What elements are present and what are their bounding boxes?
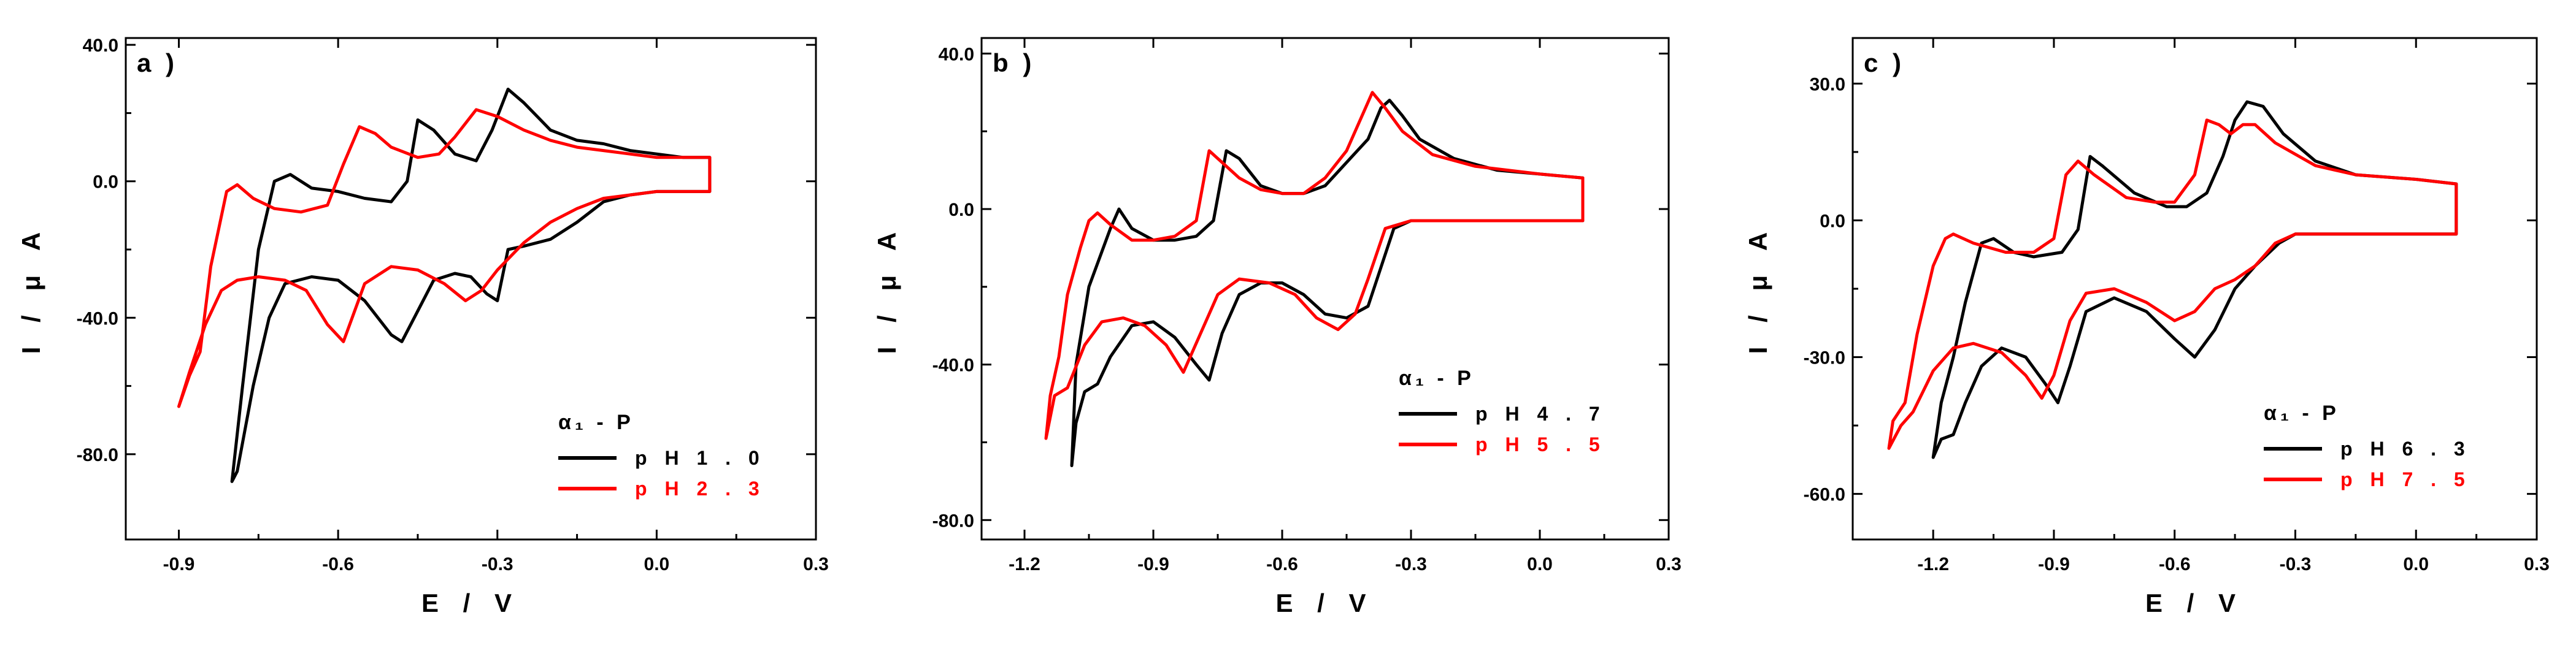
x-tick-label: -1.2	[1009, 554, 1040, 574]
panel-label: a )	[137, 48, 178, 77]
x-axis-label: E / V	[1275, 589, 1374, 617]
y-tick-label: 40.0	[83, 36, 118, 56]
series-line-1	[230, 88, 712, 483]
legend-label-2: p H 2 . 3	[635, 478, 766, 500]
y-tick-label: 0.0	[1820, 211, 1845, 231]
x-tick-label: 0.0	[1527, 554, 1553, 574]
x-tick-label: -0.3	[1395, 554, 1427, 574]
legend-title: α₁ - P	[558, 411, 634, 434]
panel-label: c )	[1864, 48, 1905, 77]
plot-frame	[980, 37, 1670, 541]
y-tick-label: -40.0	[932, 356, 974, 376]
x-tick-label: 0.0	[2403, 554, 2429, 574]
series-line-1	[1931, 100, 2458, 459]
y-tick-label: -40.0	[77, 308, 118, 329]
x-tick-label: 0.0	[644, 554, 670, 574]
plot-frame	[1851, 37, 2538, 541]
legend-title: α₁ - P	[2264, 402, 2340, 425]
x-tick-label: 0.3	[1656, 554, 1682, 574]
y-tick-label: -30.0	[1804, 348, 1845, 368]
legend-label-1: p H 6 . 3	[2340, 438, 2471, 460]
series-line-2	[177, 108, 712, 408]
y-tick-label: 30.0	[1810, 74, 1845, 94]
x-tick-label: 0.3	[2524, 554, 2550, 574]
x-axis-label: E / V	[2145, 589, 2244, 617]
legend-title: α₁ - P	[1399, 367, 1475, 390]
y-axis-label: I / μ A	[17, 224, 45, 354]
y-tick-label: -80.0	[932, 511, 974, 531]
series-line-2	[1044, 91, 1585, 440]
x-tick-label: -1.2	[1917, 554, 1949, 574]
y-tick-label: -80.0	[77, 445, 118, 465]
x-axis-label: E / V	[421, 589, 520, 617]
legend-label-2: p H 5 . 5	[1475, 433, 1606, 456]
panel-label: b )	[993, 48, 1035, 77]
legend-label-2: p H 7 . 5	[2340, 468, 2471, 490]
y-axis-label: I / μ A	[872, 224, 901, 354]
y-tick-label: -60.0	[1804, 485, 1845, 505]
plot-frame	[125, 37, 817, 541]
legend-label-1: p H 1 . 0	[635, 447, 766, 469]
x-tick-label: 0.3	[803, 554, 829, 574]
y-tick-label: 40.0	[939, 44, 974, 64]
series-line-2	[1887, 118, 2458, 450]
y-tick-label: 0.0	[93, 172, 118, 192]
x-tick-label: -0.9	[1137, 554, 1169, 574]
x-tick-label: -0.6	[2159, 554, 2191, 574]
legend-label-1: p H 4 . 7	[1475, 403, 1606, 425]
y-axis-label: I / μ A	[1744, 224, 1772, 354]
x-tick-label: -0.9	[163, 554, 195, 574]
chart-panel-3: -1.2 -0.9 -0.6 -0.3 0.0 0.3 30.0 0.0 -30.0 -60.0 E…	[1744, 37, 2550, 617]
x-tick-label: -0.9	[2038, 554, 2070, 574]
chart-panel-2: -1.2 -0.9 -0.6 -0.3 0.0 0.3 40.0 0.0 -40.0 -80.0 E…	[872, 37, 1682, 617]
x-tick-label: -0.3	[482, 554, 513, 574]
chart-panel-1: -0.9 -0.6 -0.3 0.0 0.3 40.0 0.0 -40.0 -80.0 E / V…	[17, 36, 829, 617]
x-tick-label: -0.6	[322, 554, 354, 574]
x-tick-label: -0.6	[1266, 554, 1298, 574]
y-tick-label: 0.0	[948, 200, 974, 220]
x-tick-label: -0.3	[2280, 554, 2312, 574]
